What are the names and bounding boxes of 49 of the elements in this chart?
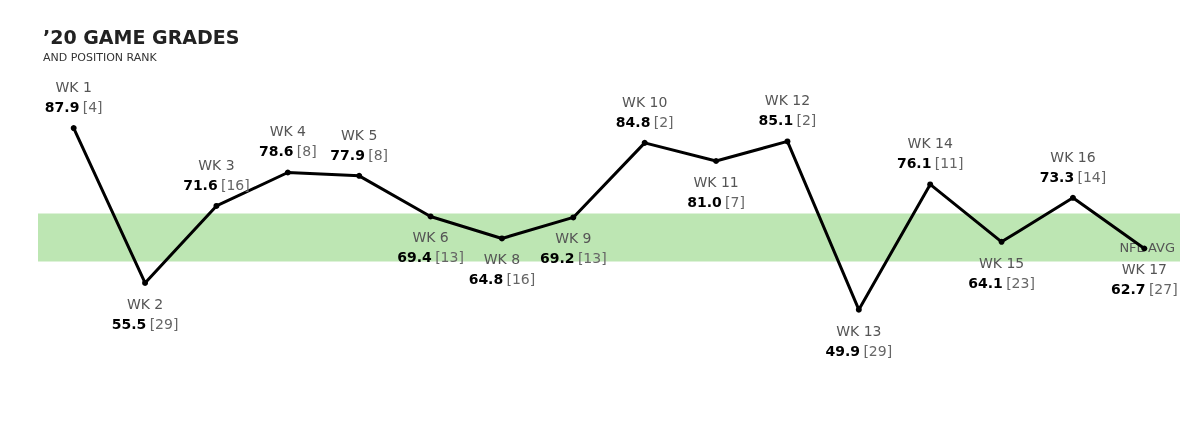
point — [498, 235, 505, 242]
data-label: 84.8 [2] — [615, 113, 674, 130]
data-label: 76.1 [11] — [896, 155, 964, 172]
x-tick-label: WK 9 — [555, 230, 592, 247]
point — [70, 125, 77, 132]
point — [570, 214, 577, 221]
data-label: 49.9 [29] — [825, 342, 893, 359]
x-tick-label: WK 11 — [693, 174, 739, 191]
x-tick-label: WK 13 — [836, 322, 882, 339]
x-tick-label: WK 12 — [764, 92, 811, 109]
data-label: 69.4 [13] — [397, 249, 464, 266]
point — [356, 172, 363, 179]
x-tick-label: WK 3 — [198, 156, 235, 173]
point — [427, 213, 434, 220]
data-label: 62.7 [27] — [1111, 281, 1178, 298]
x-tick-label: WK 15 — [978, 254, 1025, 271]
x-tick-label: WK 10 — [622, 93, 668, 110]
data-label: 71.6 [16] — [183, 176, 250, 193]
x-tick-label: WK 8 — [483, 251, 521, 268]
point — [284, 169, 291, 176]
point — [855, 306, 862, 313]
point — [1069, 194, 1076, 201]
point — [784, 138, 791, 145]
chart-title: ’20 GAME GRADES — [43, 25, 240, 48]
band-label: NFL AVG — [1119, 240, 1175, 256]
data-label: 73.3 [14] — [1039, 168, 1107, 185]
point — [927, 181, 934, 188]
x-tick-label: WK 16 — [1050, 148, 1096, 165]
x-tick-label: WK 4 — [269, 123, 307, 140]
chart-subtitle: AND POSITION RANK — [43, 51, 158, 64]
point — [641, 139, 648, 146]
data-label: 77.9 [8] — [330, 146, 389, 163]
x-tick-label: WK 1 — [55, 79, 92, 96]
x-tick-label: WK 14 — [907, 135, 953, 152]
data-label: 85.1 [2] — [758, 112, 817, 129]
data-label: 64.1 [23] — [968, 274, 1035, 291]
point — [213, 202, 220, 209]
point — [713, 158, 720, 165]
x-tick-label: WK 5 — [340, 126, 378, 143]
point — [998, 238, 1005, 245]
data-label: 64.8 [16] — [468, 271, 536, 288]
x-tick-label: WK 6 — [412, 229, 449, 246]
x-tick-label: WK 2 — [126, 295, 164, 312]
data-label: 81.0 [7] — [687, 194, 745, 211]
data-label: 87.9 [4] — [44, 99, 103, 116]
point — [142, 279, 149, 286]
data-label: 55.5 [29] — [111, 315, 179, 332]
x-tick-label: WK 17 — [1121, 261, 1167, 278]
data-label: 78.6 [8] — [258, 143, 317, 160]
